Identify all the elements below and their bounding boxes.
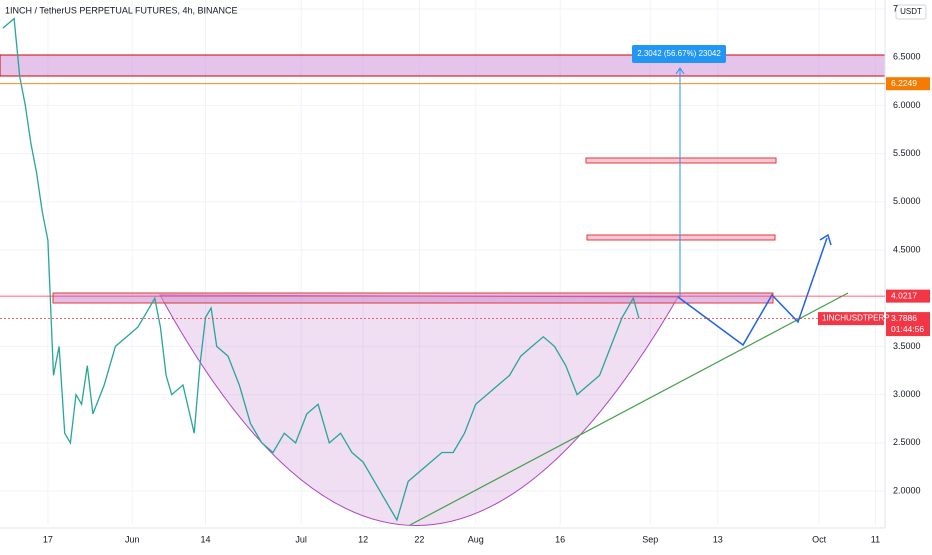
y-tick-label: 2.5000: [893, 437, 921, 447]
x-tick-label: 13: [713, 534, 723, 544]
drawings: 2.3042 (56.67%) 23042: [0, 45, 886, 526]
x-tick-label: Sep: [642, 534, 658, 544]
y-tick-label: 5.5000: [893, 148, 921, 158]
price-badge: [886, 289, 930, 303]
target-box: [586, 234, 776, 241]
x-tick-label: 14: [200, 534, 210, 544]
measure-box: [632, 45, 726, 63]
price-badge: [886, 77, 930, 91]
arrow-head: [675, 67, 685, 75]
x-tick-label: 22: [414, 534, 424, 544]
countdown: 01:44:56: [891, 324, 924, 334]
price-label: 3.7886: [891, 313, 917, 323]
x-tick-label: Jun: [125, 534, 140, 544]
price-label: 6.2249: [891, 78, 917, 88]
cup-pattern: [159, 294, 679, 526]
y-tick-label: 3.5000: [893, 341, 921, 351]
x-tick-label: 16: [555, 534, 565, 544]
price-line: [2, 17, 640, 522]
chart-title: 1INCH / TetherUS PERPETUAL FUTURES, 4h, …: [5, 5, 238, 15]
neckline-zone: [52, 292, 774, 304]
x-tick-label: 17: [43, 534, 53, 544]
y-tick-label: 6.0000: [893, 100, 921, 110]
x-tick-label: 12: [358, 534, 368, 544]
measure-label: 2.3042 (56.67%) 23042: [637, 49, 721, 58]
symbol-badge: [818, 312, 884, 326]
x-tick-label: 11: [871, 534, 880, 544]
x-tick-label: Oct: [812, 534, 827, 544]
trend-line: [409, 292, 849, 526]
y-tick-label: 4.5000: [893, 244, 921, 254]
y-tick-label: 7: [893, 3, 898, 13]
y-tick-label: 5.0000: [893, 196, 921, 206]
x-tick-label: Aug: [468, 534, 484, 544]
y-tick-label: 3.0000: [893, 389, 921, 399]
projection-path: [677, 237, 828, 347]
currency-badge: [895, 4, 927, 20]
target-box: [585, 157, 777, 164]
resistance-zone: [0, 54, 886, 77]
y-tick-label: 6.5000: [893, 52, 921, 62]
symbol-label: 1INCHUSDTPERP: [822, 314, 890, 323]
arrow-head: [819, 233, 832, 246]
x-tick-label: Jul: [295, 534, 307, 544]
y-tick-label: 2.0000: [893, 485, 921, 495]
currency: USDT: [900, 7, 922, 16]
price-label: 4.0217: [891, 290, 917, 300]
price-badge: [886, 312, 930, 337]
